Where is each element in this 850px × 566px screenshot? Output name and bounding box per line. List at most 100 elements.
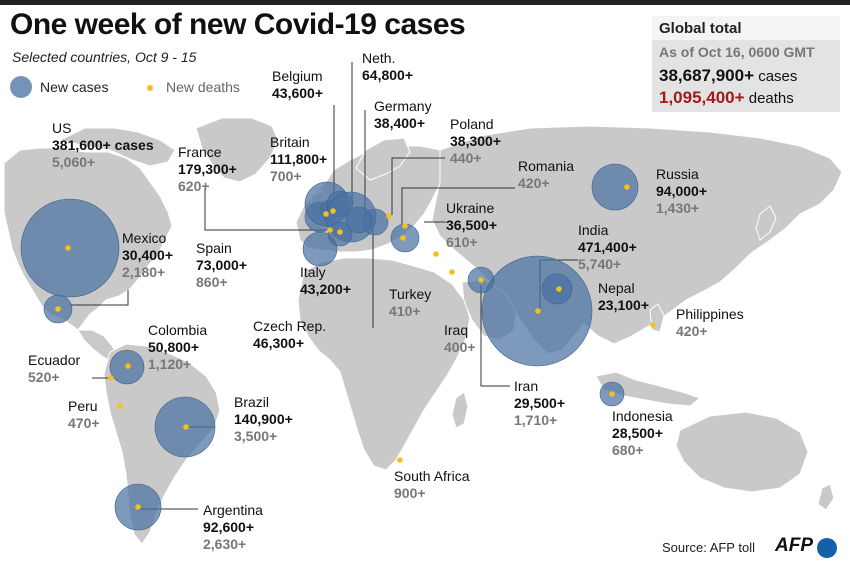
label-france: France 179,300+ 620+: [178, 144, 237, 195]
label-italy: Italy 43,200+: [300, 264, 351, 298]
label-turkey: Turkey 410+: [389, 286, 431, 320]
death-dot-ukraine: [400, 235, 406, 241]
label-brazil: Brazil 140,900+ 3,500+: [234, 394, 293, 445]
label-india: India 471,400+ 5,740+: [578, 222, 637, 273]
label-romania: Romania 420+: [518, 158, 574, 192]
deaths-value: 1,430+: [656, 200, 700, 216]
afp-logo: AFP: [775, 535, 813, 556]
cases-value: 36,500+: [446, 217, 497, 233]
cases-value: 94,000+: [656, 183, 707, 199]
deaths-value: 440+: [450, 150, 482, 166]
country-name: Belgium: [272, 68, 323, 84]
death-dot-turkey: [433, 251, 439, 257]
death-dot-iran: [478, 277, 484, 283]
country-name: Ecuador: [28, 352, 81, 368]
country-cases: 36,500+: [446, 217, 497, 234]
country-cases: 38,300+: [450, 133, 501, 150]
deaths-value: 2,180+: [122, 264, 166, 280]
country-name: Philippines: [676, 306, 744, 322]
land-japan: [755, 205, 777, 241]
cases-value: 43,600+: [272, 85, 323, 101]
country-cases: 381,600+ cases: [52, 137, 154, 154]
leader-line-iran: [480, 285, 510, 387]
label-south_africa: South Africa 900+: [394, 468, 470, 502]
legend-deaths-label: New deaths: [166, 79, 240, 95]
label-ecuador: Ecuador 520+: [28, 352, 80, 386]
country-name: Argentina: [203, 502, 263, 518]
global-total-cases: 38,687,900+ cases: [659, 66, 797, 86]
label-us: US 381,600+ cases 5,060+: [52, 120, 154, 171]
deaths-value: 900+: [394, 485, 426, 501]
country-name: France: [178, 144, 222, 160]
label-ukraine: Ukraine 36,500+ 610+: [446, 200, 497, 251]
country-cases: 28,500+: [612, 425, 673, 442]
death-dot-indonesia: [609, 391, 615, 397]
case-bubble-spain: [302, 231, 338, 267]
case-bubble-czech: [345, 206, 373, 234]
global-deaths-unit: deaths: [748, 90, 794, 107]
country-name: India: [578, 222, 609, 238]
label-neth: Neth. 64,800+: [362, 50, 413, 84]
death-dot-ecuador: [108, 375, 114, 381]
country-cases: 38,400+: [374, 115, 432, 132]
leader-line-romania: [401, 187, 515, 224]
top-bar: [0, 0, 850, 5]
deaths-value: 620+: [178, 178, 210, 194]
death-dot-peru: [117, 403, 123, 409]
global-total-box: Global total As of Oct 16, 0600 GMT 38,6…: [652, 16, 840, 112]
death-dot-brazil: [183, 424, 189, 430]
label-mexico: Mexico 30,400+ 2,180+: [122, 230, 173, 281]
country-name: Turkey: [389, 286, 432, 302]
country-cases: 111,800+: [270, 151, 327, 168]
death-dot-argentina: [135, 504, 141, 510]
label-nepal: Nepal 23,100+: [598, 280, 649, 314]
country-name: Italy: [300, 264, 326, 280]
country-cases: 64,800+: [362, 67, 413, 84]
deaths-value: 420+: [676, 323, 708, 339]
country-name: Spain: [196, 240, 232, 256]
country-cases: 50,800+: [148, 339, 207, 356]
country-cases: 43,600+: [272, 85, 323, 102]
map-subtitle: Selected countries, Oct 9 - 15: [12, 49, 197, 65]
label-peru: Peru 470+: [68, 398, 100, 432]
label-germany: Germany 38,400+: [374, 98, 432, 132]
death-dot-india: [535, 308, 541, 314]
land-greenland: [195, 117, 279, 183]
country-cases: 23,100+: [598, 297, 649, 314]
land-canada-north: [58, 127, 176, 167]
deaths-value: 1,710+: [514, 412, 558, 428]
country-name: Britain: [270, 134, 310, 150]
country-cases: 140,900+: [234, 411, 293, 428]
global-total-title: Global total: [659, 20, 742, 37]
deaths-value: 5,740+: [578, 256, 622, 272]
cases-value: 28,500+: [612, 425, 663, 441]
country-name: Iraq: [444, 322, 469, 338]
country-name: Mexico: [122, 230, 167, 246]
label-britain: Britain 111,800+ 700+: [270, 134, 327, 185]
death-dot-britain: [323, 211, 329, 217]
death-dot-us: [65, 245, 71, 251]
global-total-deaths: 1,095,400+ deaths: [659, 88, 794, 108]
label-philippines: Philippines 420+: [676, 306, 744, 340]
land-madagascar: [451, 391, 469, 429]
cases-value: 43,200+: [300, 281, 351, 297]
death-dot-nepal: [556, 286, 562, 292]
death-dot-romania: [402, 223, 408, 229]
cases-value: 179,300+: [178, 161, 237, 177]
country-name: Indonesia: [612, 408, 673, 424]
land-australia: [675, 411, 809, 493]
cases-value: 38,300+: [450, 133, 501, 149]
deaths-value: 860+: [196, 274, 228, 290]
death-dots: [55, 184, 656, 510]
cases-value: 111,800+: [270, 151, 328, 167]
death-dot-colombia: [125, 363, 131, 369]
cases-value: 471,400+: [578, 239, 637, 255]
cases-value: 381,600+: [52, 137, 111, 153]
land-africa: [297, 257, 471, 471]
country-name: Czech Rep.: [253, 318, 327, 334]
label-iran: Iran 29,500+ 1,710+: [514, 378, 565, 429]
deaths-value: 5,060+: [52, 154, 96, 170]
label-spain: Spain 73,000+ 860+: [196, 240, 247, 291]
label-argentina: Argentina 92,600+ 2,630+: [203, 502, 263, 553]
